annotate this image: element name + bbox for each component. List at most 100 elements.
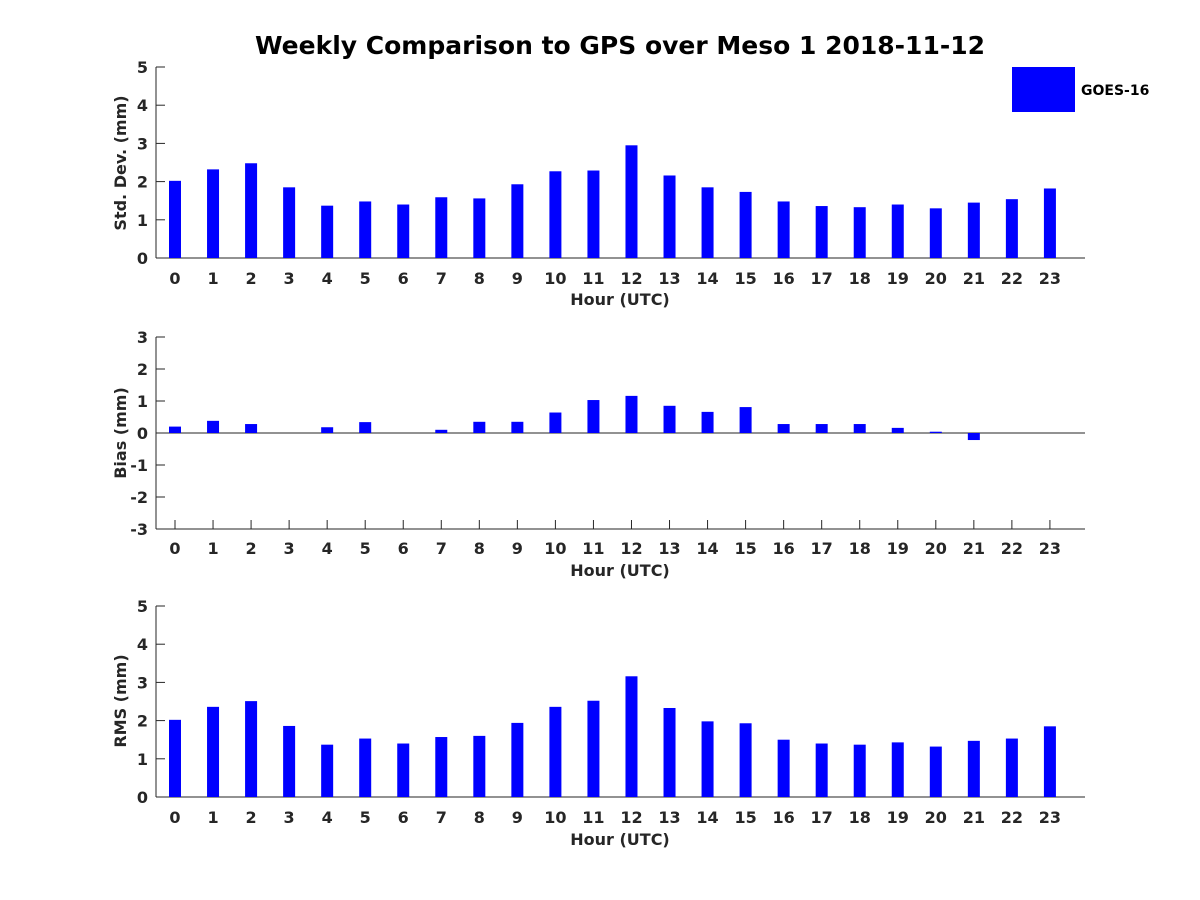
bar xyxy=(207,706,220,797)
x-tick-label: 5 xyxy=(360,539,371,558)
x-tick-label: 3 xyxy=(284,539,295,558)
y-tick-label: 1 xyxy=(137,392,148,411)
x-tick-label: 19 xyxy=(887,808,909,827)
x-tick-label: 4 xyxy=(322,808,333,827)
x-axis-label: Hour (UTC) xyxy=(570,290,670,309)
y-tick-label: 2 xyxy=(137,712,148,731)
x-tick-label: 22 xyxy=(1001,808,1023,827)
x-tick-label: 23 xyxy=(1039,539,1061,558)
x-tick-label: 21 xyxy=(963,539,985,558)
x-tick-label: 22 xyxy=(1001,269,1023,288)
bar xyxy=(891,742,904,797)
x-tick-label: 19 xyxy=(887,539,909,558)
bar xyxy=(663,175,676,258)
bar xyxy=(853,207,866,258)
x-axis-label: Hour (UTC) xyxy=(570,830,670,849)
bar xyxy=(1005,738,1018,797)
bar xyxy=(283,187,296,258)
bar xyxy=(549,412,562,433)
bar xyxy=(321,744,334,797)
bar xyxy=(739,723,752,797)
bar xyxy=(625,145,638,258)
x-tick-label: 3 xyxy=(284,269,295,288)
x-tick-label: 17 xyxy=(811,269,833,288)
legend: GOES-16 xyxy=(1012,67,1149,112)
bar xyxy=(625,395,638,433)
x-tick-label: 15 xyxy=(734,539,756,558)
y-tick-label: 3 xyxy=(137,134,148,153)
x-tick-label: 0 xyxy=(169,539,180,558)
x-tick-label: 0 xyxy=(169,808,180,827)
x-tick-label: 7 xyxy=(436,808,447,827)
x-tick-label: 16 xyxy=(773,269,795,288)
bar xyxy=(777,424,790,433)
y-tick-label: -2 xyxy=(130,488,148,507)
bar xyxy=(777,201,790,258)
x-tick-label: 1 xyxy=(207,808,218,827)
x-tick-label: 9 xyxy=(512,269,523,288)
bar xyxy=(777,739,790,797)
x-tick-label: 19 xyxy=(887,269,909,288)
x-tick-label: 6 xyxy=(398,269,409,288)
bar xyxy=(473,198,486,258)
bar xyxy=(701,187,714,258)
x-tick-label: 4 xyxy=(322,539,333,558)
y-tick-label: 2 xyxy=(137,173,148,192)
bar xyxy=(853,424,866,433)
x-tick-label: 13 xyxy=(658,269,680,288)
x-tick-label: 2 xyxy=(246,808,257,827)
x-tick-label: 11 xyxy=(582,269,604,288)
x-tick-label: 12 xyxy=(620,269,642,288)
x-tick-label: 20 xyxy=(925,539,947,558)
bar xyxy=(853,744,866,797)
x-tick-label: 9 xyxy=(512,808,523,827)
x-tick-label: 9 xyxy=(512,539,523,558)
y-tick-label: 5 xyxy=(137,58,148,77)
x-tick-label: 2 xyxy=(246,539,257,558)
x-tick-label: 18 xyxy=(849,539,871,558)
x-tick-label: 12 xyxy=(620,539,642,558)
x-tick-label: 6 xyxy=(398,808,409,827)
bar xyxy=(435,429,448,433)
x-tick-label: 21 xyxy=(963,808,985,827)
bar xyxy=(397,204,410,258)
bar xyxy=(929,746,942,797)
y-tick-label: 0 xyxy=(137,424,148,443)
bar xyxy=(511,722,524,797)
x-tick-label: 4 xyxy=(322,269,333,288)
bar xyxy=(435,197,448,258)
bar xyxy=(207,420,220,433)
x-axis-label: Hour (UTC) xyxy=(570,561,670,580)
x-tick-label: 1 xyxy=(207,539,218,558)
x-tick-label: 8 xyxy=(474,269,485,288)
x-tick-label: 3 xyxy=(284,808,295,827)
bar xyxy=(701,411,714,433)
bar xyxy=(435,737,448,797)
bar xyxy=(359,201,372,258)
y-tick-label: 4 xyxy=(137,635,148,654)
x-tick-label: 13 xyxy=(658,539,680,558)
legend-label: GOES-16 xyxy=(1081,83,1149,99)
x-tick-label: 5 xyxy=(360,269,371,288)
bar xyxy=(739,191,752,258)
bar xyxy=(663,405,676,433)
bar xyxy=(397,743,410,797)
bar xyxy=(587,170,600,258)
chart-title: Weekly Comparison to GPS over Meso 1 201… xyxy=(255,31,985,60)
x-tick-label: 20 xyxy=(925,808,947,827)
bar xyxy=(701,721,714,797)
bar xyxy=(1005,199,1018,258)
x-tick-label: 7 xyxy=(436,539,447,558)
x-tick-label: 10 xyxy=(544,808,566,827)
bar xyxy=(549,706,562,797)
x-tick-label: 14 xyxy=(696,539,718,558)
bar xyxy=(169,719,181,797)
x-tick-label: 17 xyxy=(811,539,833,558)
bar xyxy=(967,740,980,797)
bar xyxy=(929,208,942,258)
x-tick-label: 15 xyxy=(734,269,756,288)
x-tick-label: 10 xyxy=(544,539,566,558)
